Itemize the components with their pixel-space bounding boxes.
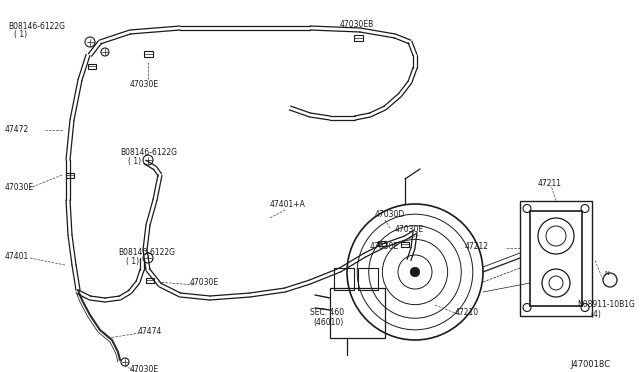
Text: ( 1): ( 1) xyxy=(128,157,141,166)
Text: (46010): (46010) xyxy=(313,318,343,327)
Text: 47030D: 47030D xyxy=(375,210,405,219)
Text: 47401+A: 47401+A xyxy=(270,200,306,209)
Text: SEC. 460: SEC. 460 xyxy=(310,308,344,317)
Bar xyxy=(334,268,354,290)
Text: 47030E: 47030E xyxy=(130,80,159,89)
Bar xyxy=(520,201,592,315)
Text: B08146-6122G: B08146-6122G xyxy=(8,22,65,31)
Text: (4): (4) xyxy=(590,310,601,319)
Text: 47210: 47210 xyxy=(455,308,479,317)
Text: 47474: 47474 xyxy=(138,327,163,336)
Bar xyxy=(146,278,154,282)
Text: 47030E: 47030E xyxy=(190,278,219,287)
Text: B08146-6122G: B08146-6122G xyxy=(118,248,175,257)
Bar xyxy=(143,51,152,57)
Bar xyxy=(378,241,386,246)
Bar xyxy=(530,211,582,305)
Text: 47211: 47211 xyxy=(538,179,562,187)
Text: 47472: 47472 xyxy=(5,125,29,134)
Text: N: N xyxy=(604,271,609,276)
Text: 47030E: 47030E xyxy=(370,242,399,251)
Text: ( 1): ( 1) xyxy=(14,30,27,39)
Text: 47401: 47401 xyxy=(5,252,29,261)
Text: 47212: 47212 xyxy=(465,242,489,251)
Text: 47030EB: 47030EB xyxy=(340,20,374,29)
Text: 47030E: 47030E xyxy=(395,225,424,234)
Text: J470018C: J470018C xyxy=(570,360,610,369)
Text: 47030E: 47030E xyxy=(130,365,159,372)
Bar xyxy=(358,268,378,290)
Text: B08146-6122G: B08146-6122G xyxy=(120,148,177,157)
Text: 47030E: 47030E xyxy=(5,183,34,192)
Circle shape xyxy=(410,267,420,277)
Bar xyxy=(401,241,409,247)
Bar xyxy=(66,173,74,177)
Bar xyxy=(88,64,96,68)
Bar xyxy=(353,35,362,41)
Text: ( 1): ( 1) xyxy=(126,257,139,266)
Bar xyxy=(330,288,385,338)
Text: N08911-10B1G: N08911-10B1G xyxy=(577,300,635,309)
